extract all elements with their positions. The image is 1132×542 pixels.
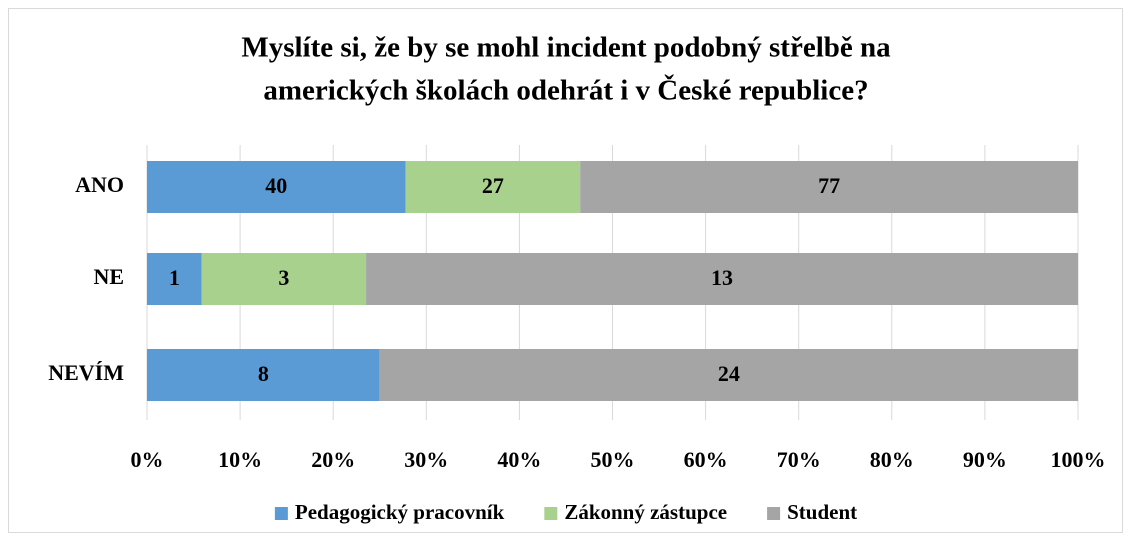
data-label: 40 <box>265 173 287 198</box>
bar-segment <box>147 253 202 305</box>
x-tick-label: 40% <box>497 447 541 472</box>
x-tick-label: 60% <box>684 447 728 472</box>
bar-segment <box>147 161 406 213</box>
x-tick-label: 0% <box>131 447 164 472</box>
x-tick-label: 80% <box>870 447 914 472</box>
data-label: 13 <box>711 265 733 290</box>
legend-marker <box>544 507 558 520</box>
x-tick-label: 100% <box>1051 447 1106 472</box>
data-label: 8 <box>258 361 269 386</box>
data-label: 27 <box>482 173 504 198</box>
legend-marker <box>274 507 288 520</box>
bar-segment <box>405 161 581 213</box>
x-tick-label: 30% <box>404 447 448 472</box>
legend-label: Pedagogický pracovník <box>295 500 505 524</box>
bar-segment <box>147 349 380 401</box>
bar-segment <box>366 253 1078 305</box>
y-tick-label: ANO <box>75 172 124 197</box>
legend-label: Student <box>787 500 857 524</box>
y-tick-label: NEVÍM <box>48 360 124 385</box>
y-tick-label: NE <box>93 264 124 289</box>
data-label: 3 <box>278 265 289 290</box>
legend-label: Zákonný zástupce <box>564 500 727 524</box>
x-tick-label: 20% <box>311 447 355 472</box>
x-tick-label: 50% <box>591 447 635 472</box>
chart-title: Myslíte si, že by se mohl incident podob… <box>241 32 891 64</box>
legend-marker <box>767 507 781 520</box>
data-label: 1 <box>169 265 180 290</box>
data-label: 77 <box>818 173 840 198</box>
x-tick-label: 10% <box>218 447 262 472</box>
bar-segment <box>379 349 1078 401</box>
bar-segment <box>580 161 1078 213</box>
bar-segment <box>201 253 367 305</box>
x-tick-label: 90% <box>963 447 1007 472</box>
data-label: 24 <box>718 361 740 386</box>
x-tick-label: 70% <box>777 447 821 472</box>
chart-title: amerických školách odehrát i v České rep… <box>263 74 868 107</box>
